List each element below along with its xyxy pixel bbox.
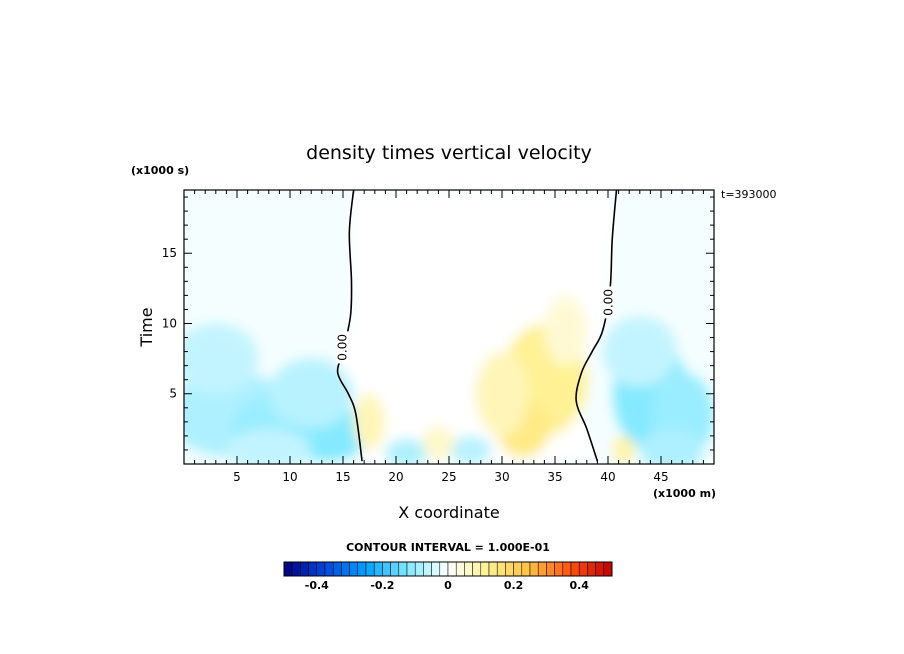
y-tick-label: 5 bbox=[169, 387, 177, 401]
colorbar-tick-label: 0 bbox=[444, 579, 452, 592]
colorbar-cell bbox=[373, 561, 383, 577]
y-axis-label: Time bbox=[137, 307, 156, 347]
field-anomaly bbox=[268, 358, 354, 429]
colorbar-cell bbox=[595, 561, 605, 577]
colorbar-cell bbox=[562, 561, 572, 577]
field-anomaly bbox=[184, 323, 259, 394]
colorbar-cell bbox=[414, 561, 424, 577]
x-tick-label: 20 bbox=[388, 470, 403, 484]
colorbar-cell bbox=[365, 561, 375, 577]
colorbar-cell bbox=[390, 561, 400, 577]
colorbar-cell bbox=[406, 561, 416, 577]
axis-ticks: 5 10 15 20 25 30 35 40 45 5 10 15 bbox=[162, 190, 715, 484]
field-anomaly bbox=[475, 351, 529, 436]
y-unit-label: (x1000 s) bbox=[131, 164, 189, 177]
zero-contour-right bbox=[575, 190, 618, 462]
x-tick-label: 5 bbox=[233, 470, 241, 484]
x-axis-label: X coordinate bbox=[398, 503, 499, 522]
colorbar-cell bbox=[398, 561, 408, 577]
colorbar-tick-label: 0.2 bbox=[504, 579, 524, 592]
colorbar-cell bbox=[505, 561, 514, 577]
colorbar-cell bbox=[554, 561, 564, 577]
field-anomaly bbox=[602, 316, 677, 387]
x-tick-label: 10 bbox=[282, 470, 297, 484]
x-tick-label: 35 bbox=[547, 470, 562, 484]
field-anomaly bbox=[544, 295, 587, 366]
colorbar-cell bbox=[423, 561, 432, 577]
colorbar-cell bbox=[283, 561, 293, 577]
contour-interval-label: CONTOUR INTERVAL = 1.000E-01 bbox=[346, 541, 550, 554]
colorbar-cell bbox=[324, 561, 334, 577]
colorbar-cell bbox=[513, 561, 523, 577]
colorbar-cell bbox=[570, 561, 580, 577]
x-tick-label: 25 bbox=[441, 470, 456, 484]
colorbar-cell bbox=[316, 561, 326, 577]
colorbar-cell bbox=[300, 561, 309, 577]
time-stamp: t=393000 bbox=[721, 188, 777, 201]
colorbar-frame bbox=[283, 561, 613, 577]
zero-contours: 0.00 0.00 bbox=[336, 190, 618, 462]
colorbar-tick-label: -0.4 bbox=[305, 579, 329, 592]
x-tick-label: 15 bbox=[335, 470, 350, 484]
colorbar-cell bbox=[308, 561, 318, 577]
colorbar-cell bbox=[488, 561, 498, 577]
x-tick-label: 45 bbox=[653, 470, 668, 484]
colorbar-cell bbox=[431, 561, 441, 577]
colorbar-cell bbox=[349, 561, 359, 577]
contour-label-right: 0.00 bbox=[602, 289, 616, 316]
contour-label-right-bg bbox=[602, 286, 617, 319]
colorbar-cell bbox=[382, 561, 391, 577]
colorbar-cell bbox=[603, 561, 613, 577]
colorbar: -0.4 -0.2 0 0.2 0.4 bbox=[283, 561, 613, 592]
colorbar-cell bbox=[341, 561, 350, 577]
colorbar-cell bbox=[529, 561, 539, 577]
field-anomaly bbox=[449, 435, 492, 464]
anomaly-layer bbox=[184, 190, 714, 464]
colorbar-cell bbox=[447, 561, 457, 577]
colorbar-cell bbox=[546, 561, 555, 577]
colorbar-cell bbox=[332, 561, 342, 577]
colorbar-cell bbox=[578, 561, 588, 577]
x-unit-label: (x1000 m) bbox=[653, 487, 716, 500]
colorbar-cell bbox=[291, 561, 301, 577]
colorbar-cell bbox=[480, 561, 490, 577]
chart-title: density times vertical velocity bbox=[306, 142, 592, 164]
field-anomaly bbox=[353, 393, 386, 450]
colorbar-tick-label: 0.4 bbox=[569, 579, 589, 592]
colorbar-cell bbox=[357, 561, 367, 577]
colorbar-cell bbox=[455, 561, 465, 577]
x-tick-label: 30 bbox=[494, 470, 509, 484]
color-field bbox=[184, 190, 714, 464]
y-tick-label: 15 bbox=[162, 246, 177, 260]
field-anomaly bbox=[639, 428, 704, 464]
field-anomaly bbox=[613, 435, 635, 464]
plot-area: 0.00 0.00 5 10 15 20 25 30 35 40 45 5 10 15 bbox=[162, 189, 715, 484]
colorbar-cell bbox=[521, 561, 531, 577]
colorbar-cell bbox=[464, 561, 473, 577]
x-tick-label: 40 bbox=[600, 470, 615, 484]
colorbar-cell bbox=[587, 561, 596, 577]
field-anomaly bbox=[226, 428, 312, 464]
contour-label-left: 0.00 bbox=[336, 334, 350, 361]
y-tick-label: 10 bbox=[162, 316, 177, 330]
colorbar-cell bbox=[537, 561, 547, 577]
colorbar-cell bbox=[496, 561, 506, 577]
field-anomaly bbox=[422, 426, 455, 460]
contour-label-left-bg bbox=[336, 331, 350, 364]
colorbar-cell bbox=[472, 561, 482, 577]
colorbar-cell bbox=[439, 561, 449, 577]
colorbar-tick-label: -0.2 bbox=[370, 579, 394, 592]
